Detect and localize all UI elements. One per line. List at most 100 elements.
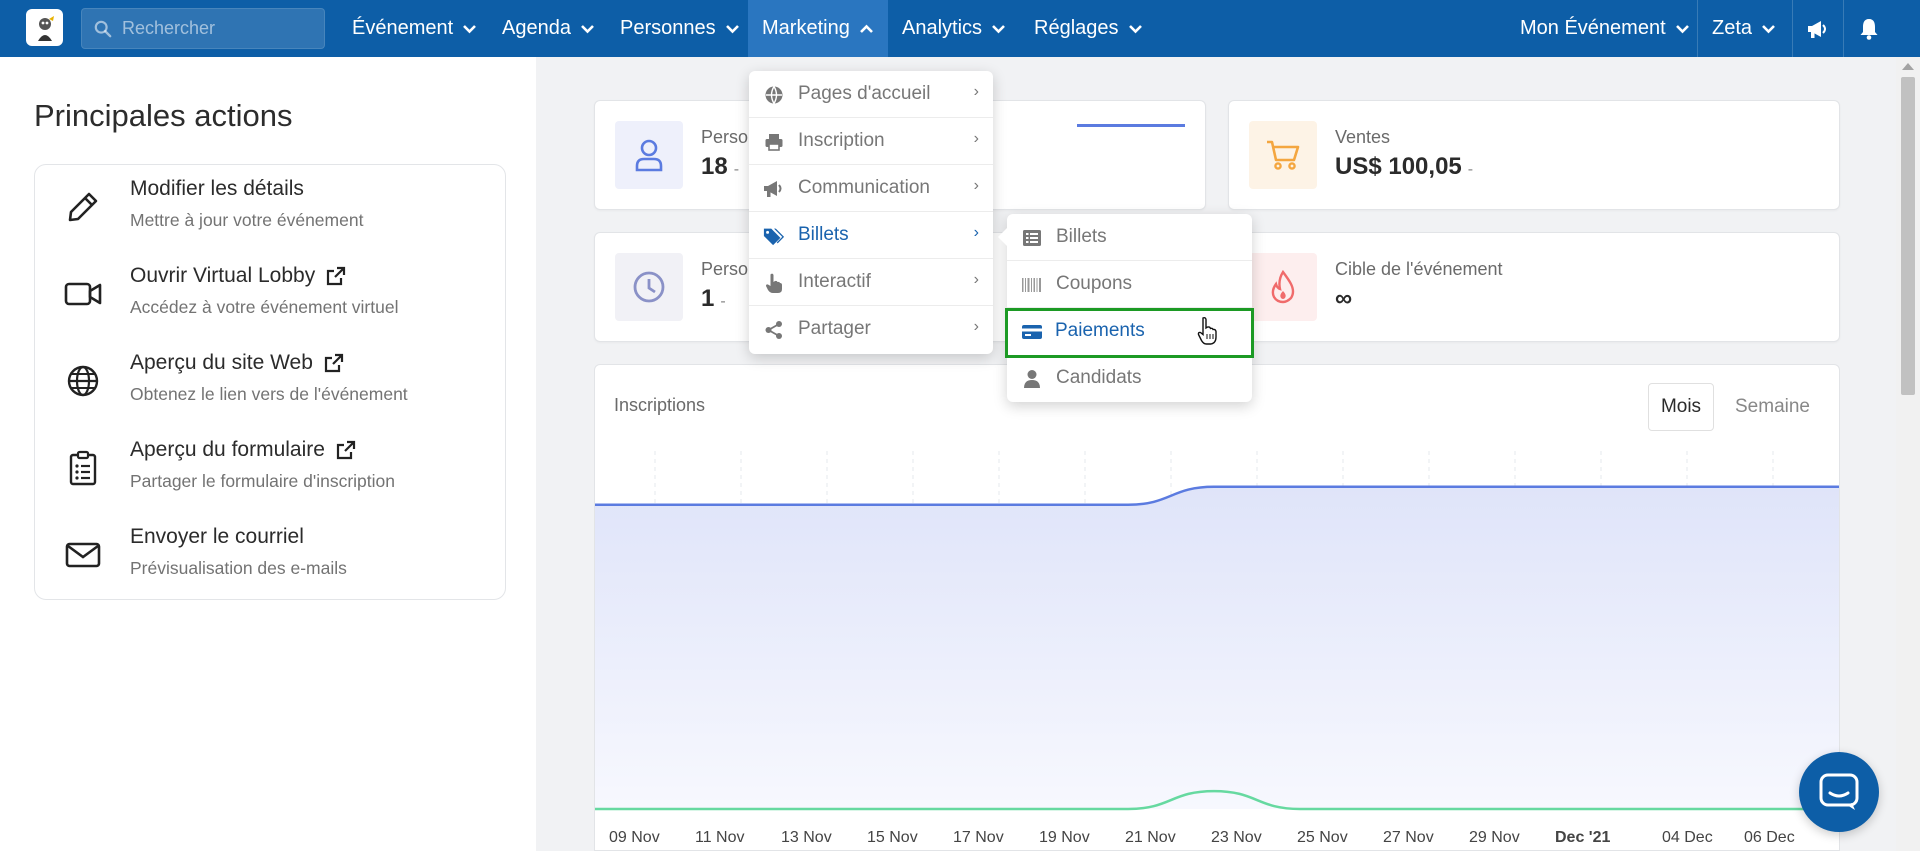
stat-label: Cible de l'événement bbox=[1335, 259, 1503, 279]
scrollbar-thumb[interactable] bbox=[1901, 77, 1915, 395]
globe-icon bbox=[63, 361, 103, 401]
stat-label: Ventes bbox=[1335, 127, 1391, 147]
chat-support-button[interactable] bbox=[1799, 752, 1879, 832]
external-link-icon bbox=[325, 265, 347, 287]
chat-bubble-icon bbox=[1819, 773, 1859, 810]
submenu-item-payments[interactable]: Paiements bbox=[1005, 308, 1254, 358]
action-title: Ouvrir Virtual Lobby bbox=[130, 264, 347, 288]
nav-user-menu[interactable]: Zeta bbox=[1698, 0, 1790, 57]
stat-card-event-target: Cible de l'événement ∞ bbox=[1228, 232, 1840, 342]
nav-mon-evenement[interactable]: Mon Événement bbox=[1506, 0, 1704, 57]
top-navbar: Événement Agenda Personnes Marketing Ana… bbox=[0, 0, 1920, 57]
nav-reglages[interactable]: Réglages bbox=[1020, 0, 1157, 57]
actions-card: Modifier les détails Mettre à jour votre… bbox=[34, 164, 506, 600]
action-subtitle: Partager le formulaire d'inscription bbox=[130, 471, 395, 491]
menu-item-landing-pages[interactable]: Pages d'accueil › bbox=[749, 71, 993, 118]
nav-agenda[interactable]: Agenda bbox=[488, 0, 609, 57]
x-tick-label: Dec '21 bbox=[1555, 829, 1611, 846]
stat-label: Perso bbox=[701, 259, 749, 279]
clock-icon bbox=[615, 253, 683, 321]
search-input[interactable] bbox=[122, 18, 312, 39]
chevron-right-icon: › bbox=[973, 271, 979, 288]
globe-icon bbox=[763, 84, 785, 106]
series-line-0 bbox=[595, 485, 1839, 506]
chevron-right-icon: › bbox=[973, 130, 979, 147]
menu-item-tickets[interactable]: Billets › bbox=[749, 212, 993, 259]
nav-divider bbox=[1697, 0, 1698, 57]
series-line-1 bbox=[595, 789, 1839, 811]
menu-item-communication[interactable]: Communication › bbox=[749, 165, 993, 212]
chevron-right-icon: › bbox=[973, 224, 979, 241]
action-subtitle: Prévisualisation des e-mails bbox=[130, 558, 347, 578]
action-send-email[interactable]: Envoyer le courriel Prévisualisation des… bbox=[35, 513, 505, 599]
submenu-item-tickets[interactable]: Billets bbox=[1007, 214, 1252, 261]
menu-item-share[interactable]: Partager › bbox=[749, 306, 993, 353]
nav-label: Agenda bbox=[502, 17, 571, 39]
action-preview-form[interactable]: Aperçu du formulaire Partager le formula… bbox=[35, 426, 505, 512]
vertical-scrollbar[interactable] bbox=[1896, 57, 1920, 851]
submenu-item-candidates[interactable]: Candidats bbox=[1007, 355, 1252, 402]
page-title: Principales actions bbox=[34, 98, 293, 133]
chevron-down-icon bbox=[462, 24, 477, 34]
x-tick-label: 25 Nov bbox=[1297, 829, 1348, 846]
chevron-down-icon bbox=[580, 24, 595, 34]
stat-label: Perso bbox=[701, 127, 749, 147]
barcode-icon bbox=[1021, 274, 1043, 296]
fire-icon bbox=[1249, 253, 1317, 321]
action-title: Modifier les détails bbox=[130, 177, 304, 200]
action-title: Aperçu du formulaire bbox=[130, 438, 357, 462]
x-tick-label: 04 Dec bbox=[1662, 829, 1713, 846]
action-title: Aperçu du site Web bbox=[130, 351, 345, 375]
action-subtitle: Obtenez le lien vers de l'événement bbox=[130, 384, 408, 404]
submenu-item-coupons[interactable]: Coupons bbox=[1007, 261, 1252, 308]
notifications-button[interactable] bbox=[1844, 0, 1894, 57]
announcements-button[interactable] bbox=[1793, 0, 1843, 57]
toggle-week-button[interactable]: Semaine bbox=[1735, 396, 1810, 417]
x-tick-label: 09 Nov bbox=[609, 829, 660, 846]
nav-label: Zeta bbox=[1712, 17, 1753, 39]
menu-item-registration[interactable]: Inscription › bbox=[749, 118, 993, 165]
action-open-virtual-lobby[interactable]: Ouvrir Virtual Lobby Accédez à votre évé… bbox=[35, 252, 505, 338]
nav-personnes[interactable]: Personnes bbox=[606, 0, 754, 57]
megaphone-icon bbox=[763, 178, 785, 200]
action-preview-website[interactable]: Aperçu du site Web Obtenez le lien vers … bbox=[35, 339, 505, 425]
action-edit-details[interactable]: Modifier les détails Mettre à jour votre… bbox=[35, 165, 505, 251]
x-tick-label: 27 Nov bbox=[1383, 829, 1434, 846]
external-link-icon bbox=[335, 439, 357, 461]
chevron-right-icon: › bbox=[973, 318, 979, 335]
toggle-month-button[interactable]: Mois bbox=[1648, 383, 1714, 431]
nav-label: Analytics bbox=[902, 17, 983, 39]
x-tick-label: 06 Dec bbox=[1744, 829, 1795, 846]
nav-analytics[interactable]: Analytics bbox=[888, 0, 1020, 57]
nav-divider bbox=[1843, 0, 1844, 57]
pencil-icon bbox=[63, 187, 103, 227]
marketing-dropdown-menu: Pages d'accueil › Inscription › Communic… bbox=[749, 71, 993, 354]
nav-label: Mon Événement bbox=[1520, 17, 1666, 39]
chart-svg: 09 Nov 11 Nov 13 Nov 15 Nov 17 Nov 19 Nov 21 N… bbox=[595, 451, 1839, 846]
search-box[interactable] bbox=[81, 8, 325, 49]
registrations-chart-card: Inscriptions Mois Semaine 09 Nov 11 Nov 13… bbox=[594, 364, 1840, 851]
x-tick-label: 29 Nov bbox=[1469, 829, 1520, 846]
x-tick-label: 15 Nov bbox=[867, 829, 918, 846]
scroll-up-arrow-icon[interactable] bbox=[1902, 63, 1914, 70]
nav-marketing[interactable]: Marketing bbox=[748, 0, 888, 57]
stat-card-sales: Ventes US$ 100,05- bbox=[1228, 100, 1840, 210]
chart-title: Inscriptions bbox=[614, 395, 706, 415]
x-tick-label: 13 Nov bbox=[781, 829, 832, 846]
tickets-submenu: Billets Coupons Paiements Candidats bbox=[998, 214, 1254, 402]
nav-divider bbox=[1792, 0, 1793, 57]
stat-value: 18- bbox=[701, 153, 740, 180]
chevron-up-icon bbox=[859, 24, 874, 34]
video-camera-icon bbox=[63, 274, 103, 314]
chevron-down-icon bbox=[1761, 24, 1776, 34]
user-icon bbox=[1021, 368, 1043, 390]
stat-value: 1- bbox=[701, 285, 726, 312]
menu-item-interactive[interactable]: Interactif › bbox=[749, 259, 993, 306]
nav-evenement[interactable]: Événement bbox=[338, 0, 491, 57]
share-icon bbox=[763, 319, 785, 341]
list-icon bbox=[1021, 227, 1043, 249]
action-title: Envoyer le courriel bbox=[130, 525, 304, 548]
clipboard-icon bbox=[63, 448, 103, 488]
app-logo[interactable] bbox=[26, 9, 63, 46]
chevron-down-icon bbox=[1675, 24, 1690, 34]
